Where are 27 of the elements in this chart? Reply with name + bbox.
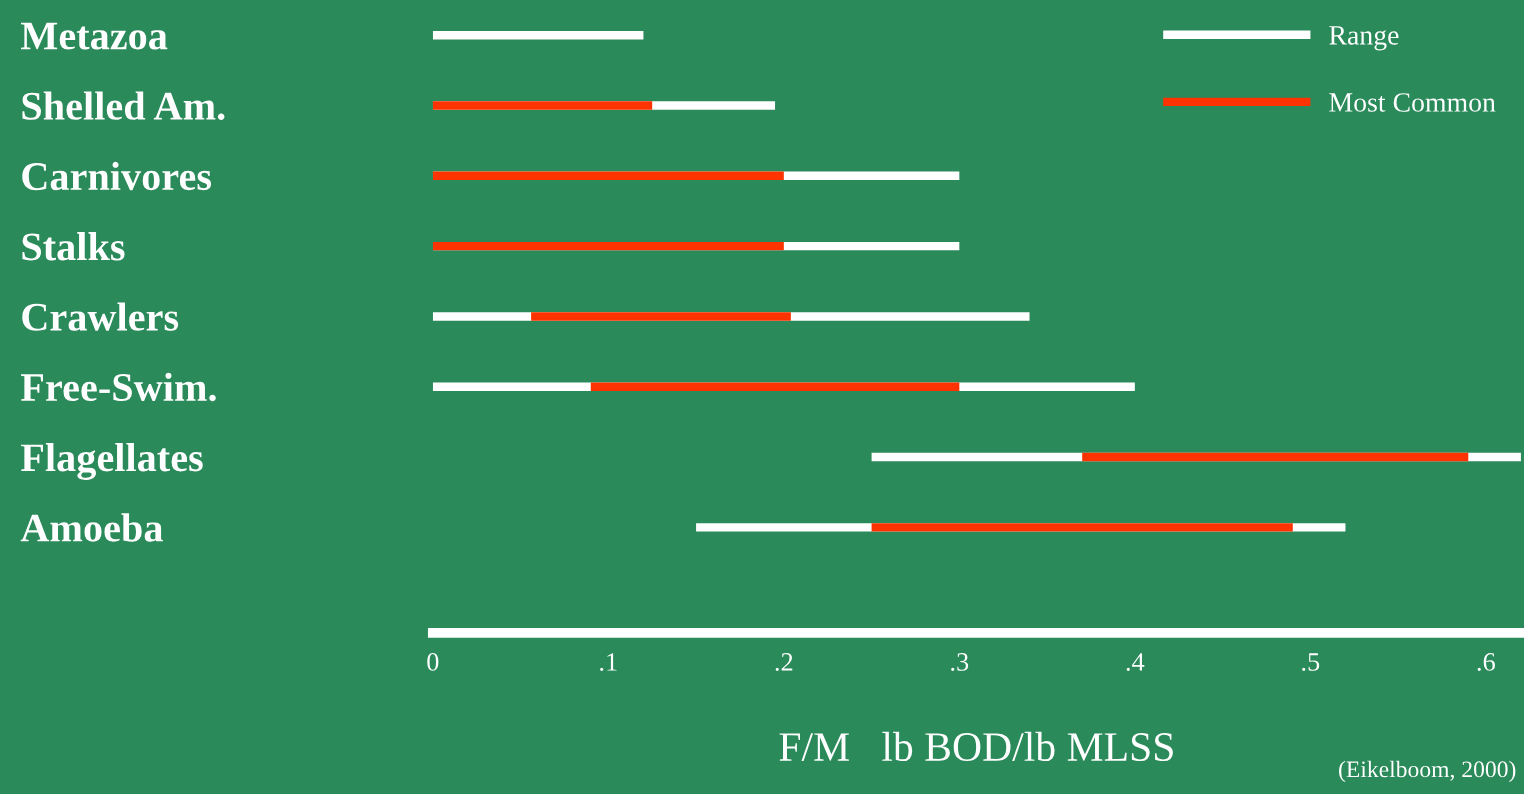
y-tick-label: Free-Swim. [21,372,216,402]
y-tick-label: Stalks [22,232,125,261]
bar [432,171,784,180]
x-axis-title: F/M lb BOD/lb MLSS [779,731,1173,762]
bar [432,30,644,40]
x-tick-label: .5 [1302,653,1320,671]
x-tick-label: .4 [1126,653,1145,671]
bar [531,312,791,321]
text: (Eikelboom, 2000) [1339,760,1516,783]
y-tick-label: Flagellates [21,443,203,480]
x-tick-label: .6 [1477,653,1495,671]
bar [432,241,784,251]
x-tick-label: 0 [427,653,439,671]
y-tick-label: Shelled Am. [22,91,225,121]
bar [432,101,653,110]
x-tick-label: .3 [951,653,969,671]
y-tick-label: Carnivores [22,161,212,191]
y-tick-label: Amoeba [20,513,163,542]
x-tick-label: .2 [775,653,793,671]
bar [871,523,1293,532]
y-tick-label: Metazoa [21,22,168,50]
y-tick-label: Crawlers [22,302,179,331]
x-tick-label: .1 [600,653,617,671]
legend-label: Most Common [1329,93,1496,112]
bar [590,382,960,391]
legend-label: Range [1329,26,1399,51]
bar [1082,452,1469,462]
